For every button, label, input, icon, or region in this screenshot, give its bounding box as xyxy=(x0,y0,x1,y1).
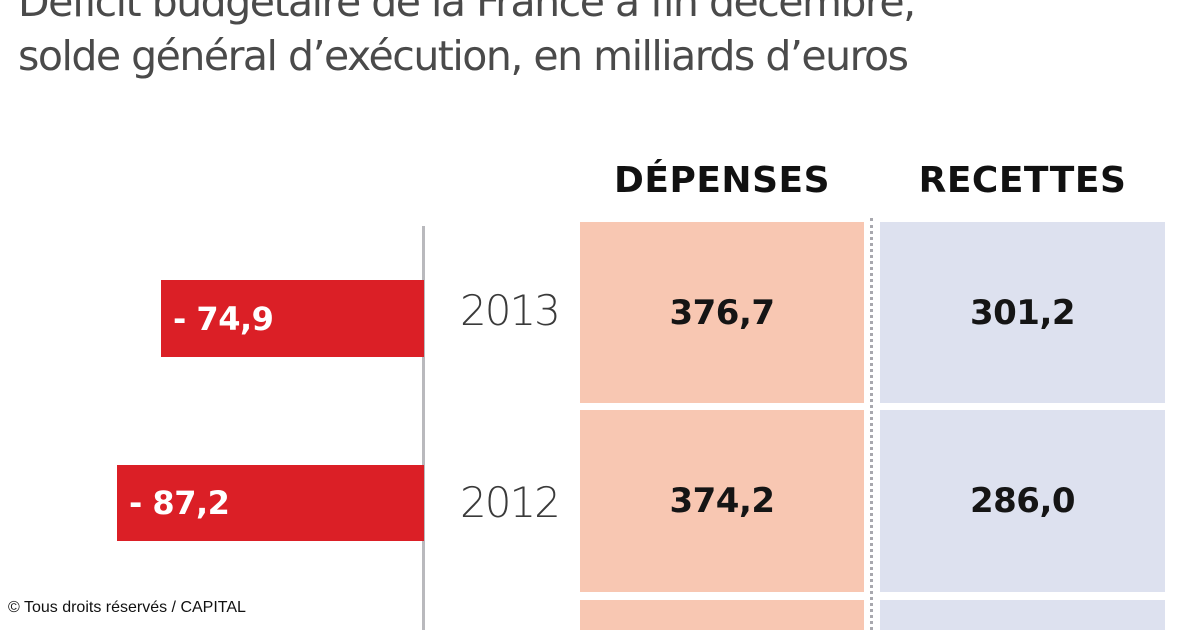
recettes-value: 301,2 xyxy=(969,292,1076,333)
year-label: 2013 xyxy=(460,286,561,335)
deficit-bar-2012: - 87,2 xyxy=(117,465,424,541)
deficit-bar-2013: - 74,9 xyxy=(161,280,424,357)
column-header-recettes: RECETTES xyxy=(918,160,1127,201)
deficit-value: - 74,9 xyxy=(173,299,274,338)
recettes-cell-partial xyxy=(880,600,1165,630)
recettes-cell: 301,2 xyxy=(880,222,1165,403)
chart-title-line-2: solde général d’exécution, en milliards … xyxy=(18,32,909,80)
deficit-value: - 87,2 xyxy=(129,484,230,522)
column-header-depenses: DÉPENSES xyxy=(613,160,831,201)
copyright-notice: © Tous droits réservés / CAPITAL xyxy=(8,599,246,616)
depenses-cell-partial xyxy=(580,600,864,630)
depenses-value: 374,2 xyxy=(669,481,775,521)
year-label: 2012 xyxy=(460,478,561,527)
depenses-value: 376,7 xyxy=(669,292,775,333)
column-separator-dotted xyxy=(870,218,873,630)
recettes-value: 286,0 xyxy=(969,481,1076,521)
chart-title-line-1: Déficit budgétaire de la France à fin dé… xyxy=(18,0,916,26)
depenses-cell: 376,7 xyxy=(580,222,864,403)
recettes-cell: 286,0 xyxy=(880,410,1165,592)
zero-axis-line xyxy=(422,226,425,630)
depenses-cell: 374,2 xyxy=(580,410,864,592)
